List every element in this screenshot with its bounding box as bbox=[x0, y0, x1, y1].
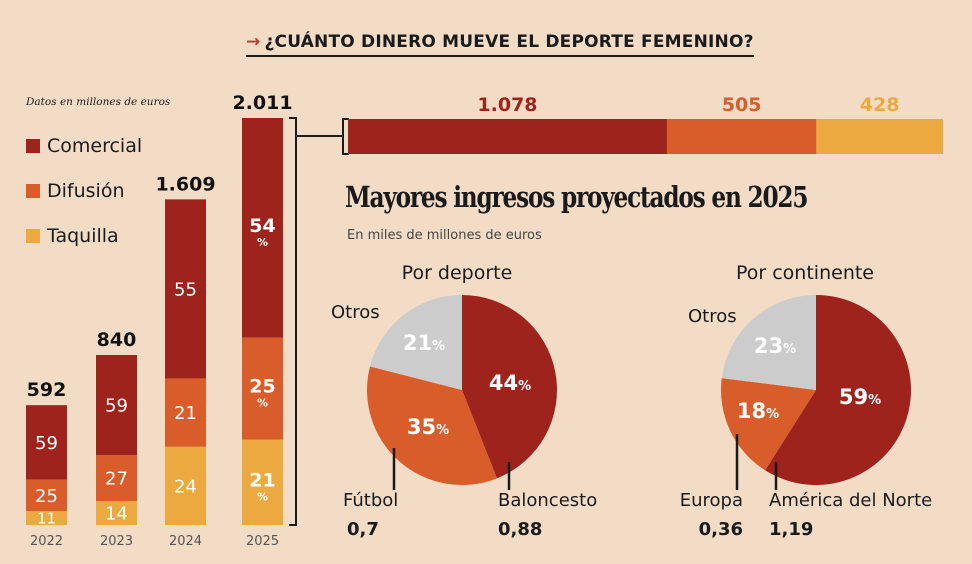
bar-segment-label: 21 bbox=[249, 469, 275, 491]
units-note: Datos en millones de euros bbox=[26, 96, 171, 108]
pie-percent-label: 23% bbox=[754, 334, 796, 358]
pie-slice-otros bbox=[369, 295, 462, 390]
bar-segment-difusion bbox=[242, 337, 283, 440]
bar-segment-taquilla bbox=[242, 439, 283, 525]
bar-segment-label: 59 bbox=[35, 433, 58, 454]
bar-segment-label: 25 bbox=[249, 376, 275, 398]
bracket-small bbox=[342, 118, 349, 155]
bar-segment-label: 14 bbox=[105, 504, 128, 525]
bar-segment-label: 54 bbox=[249, 215, 275, 237]
legend-label: Taquilla bbox=[47, 225, 119, 247]
pie-category-label: Fútbol bbox=[343, 490, 398, 511]
headline-text: ¿CUÁNTO DINERO MUEVE EL DEPORTE FEMENINO… bbox=[264, 32, 754, 52]
x-tick-label: 2025 bbox=[246, 534, 279, 549]
pie-value-label: 0,88 bbox=[498, 519, 542, 540]
legend-label: Difusión bbox=[47, 180, 125, 202]
hbar-segment-taquilla bbox=[816, 119, 943, 154]
bar-segment-difusion bbox=[26, 479, 67, 512]
bar-segment-label: 27 bbox=[105, 469, 128, 490]
hbar-segment-comercial bbox=[348, 119, 667, 154]
bar-segment-difusion bbox=[165, 378, 206, 447]
bar-segment-difusion bbox=[96, 455, 137, 502]
x-tick-label: 2022 bbox=[30, 534, 63, 549]
bar-segment-comercial bbox=[96, 354, 137, 456]
bar-total-label: 592 bbox=[27, 379, 67, 401]
hbar-segment-difusion bbox=[666, 119, 817, 154]
pie-value-label: 1,19 bbox=[769, 519, 813, 540]
bar-segment-label: 11 bbox=[37, 509, 56, 527]
pie-percent-label: 18% bbox=[737, 399, 779, 423]
pie-category-label: América del Norte bbox=[769, 490, 932, 511]
legend-item-difusion: Difusión bbox=[26, 180, 124, 202]
bar-segment-label: 25 bbox=[35, 486, 58, 507]
legend-label: Comercial bbox=[47, 135, 143, 157]
pie-percent-label: 44% bbox=[489, 371, 531, 395]
legend-item-comercial: Comercial bbox=[26, 135, 142, 157]
pie-slice-baloncesto bbox=[462, 295, 558, 479]
pie-category-label: Otros bbox=[331, 302, 380, 323]
pie-title: Por continente bbox=[736, 262, 874, 284]
hbar-value-label: 1.078 bbox=[477, 94, 537, 116]
bar-total-label: 1.609 bbox=[155, 173, 215, 195]
pie-category-label: Europa bbox=[680, 490, 743, 511]
bar-segment-comercial bbox=[165, 199, 206, 379]
pie-slice-futbol bbox=[366, 366, 497, 485]
pie-slice-europa bbox=[720, 378, 816, 471]
legend-swatch-comercial bbox=[26, 139, 40, 153]
bar-segment-comercial bbox=[242, 118, 283, 338]
x-tick-label: 2023 bbox=[100, 534, 133, 549]
pie-value-label: 0,7 bbox=[347, 519, 379, 540]
section-subtitle: En miles de millones de euros bbox=[347, 228, 542, 243]
pie-title: Por deporte bbox=[402, 262, 513, 284]
hbar-value-label: 428 bbox=[860, 94, 900, 116]
pie-percent-label: 59% bbox=[839, 385, 881, 409]
bar-segment-label: 59 bbox=[105, 396, 128, 417]
percent-sign: % bbox=[257, 490, 268, 503]
pie-value-label: 0,36 bbox=[699, 519, 743, 540]
bar-segment-label: 21 bbox=[174, 403, 197, 424]
bar-segment-comercial bbox=[26, 405, 67, 480]
legend-swatch-difusion bbox=[26, 184, 40, 198]
pie-slice-america-del-norte bbox=[765, 295, 911, 485]
pie-category-label: Otros bbox=[688, 306, 737, 327]
pie-category-label: Baloncesto bbox=[498, 490, 597, 511]
pie-slice-otros bbox=[721, 295, 816, 390]
headline: → ¿CUÁNTO DINERO MUEVE EL DEPORTE FEMENIN… bbox=[246, 32, 754, 57]
legend-swatch-taquilla bbox=[26, 229, 40, 243]
bracket bbox=[289, 117, 297, 526]
x-tick-label: 2024 bbox=[169, 534, 202, 549]
pie-percent-label: 35% bbox=[407, 415, 449, 439]
pie-percent-label: 21% bbox=[403, 331, 445, 355]
bar-total-label: 840 bbox=[97, 329, 137, 351]
bar-segment-taquilla bbox=[96, 501, 137, 525]
section-title: Mayores ingresos proyectados en 2025 bbox=[345, 180, 808, 214]
hbar-value-label: 505 bbox=[722, 94, 762, 116]
bar-segment-taquilla bbox=[165, 446, 206, 525]
percent-sign: % bbox=[257, 397, 268, 410]
bar-total-label: 2.011 bbox=[232, 92, 292, 114]
bar-segment-label: 55 bbox=[174, 279, 197, 300]
arrow-right-icon: → bbox=[246, 32, 261, 52]
legend-item-taquilla: Taquilla bbox=[26, 225, 119, 247]
percent-sign: % bbox=[257, 236, 268, 249]
bar-segment-taquilla bbox=[26, 511, 67, 525]
bar-segment-label: 24 bbox=[174, 476, 197, 497]
